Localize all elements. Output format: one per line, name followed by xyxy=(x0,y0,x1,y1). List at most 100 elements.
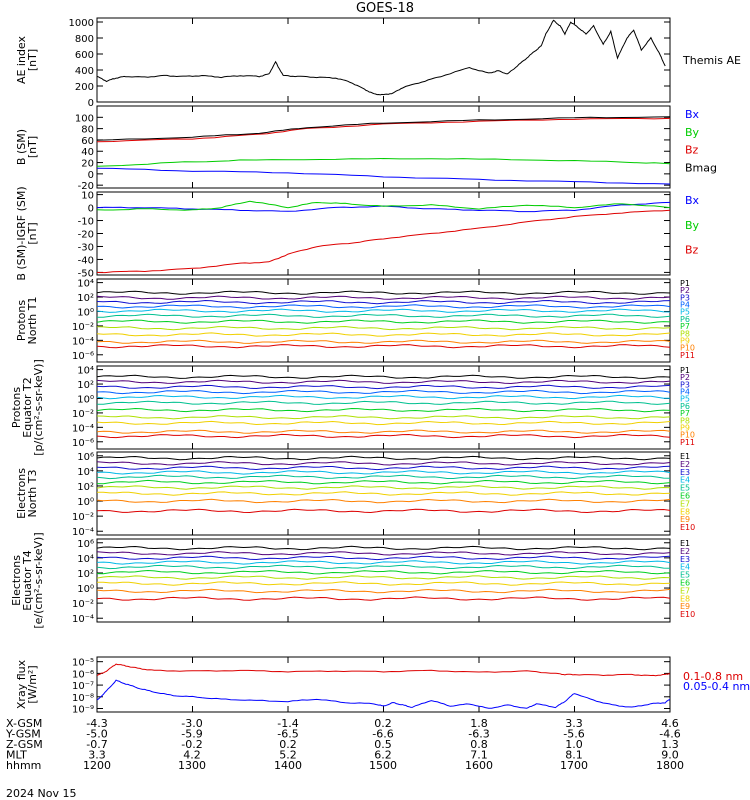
y-tick-label: 100 xyxy=(75,113,94,124)
legend-label: P9 xyxy=(680,423,690,432)
legend-label: Bx xyxy=(685,108,700,121)
series-line-p2 xyxy=(97,379,670,385)
series-line-e1 xyxy=(97,455,670,461)
y-tick-label: 80 xyxy=(81,125,94,136)
y-tick-label: 10⁻² xyxy=(72,512,94,523)
series-group xyxy=(97,19,666,96)
y-tick-label: 10⁰ xyxy=(77,394,94,405)
ephem-value: 1500 xyxy=(369,759,397,772)
legend-label: Bz xyxy=(685,244,699,257)
legend-label: Bx xyxy=(685,194,700,207)
ephem-value: 1700 xyxy=(560,759,588,772)
legend-label: P2 xyxy=(680,286,690,295)
series-group xyxy=(97,200,670,274)
ephem-row-label: Z-GSM xyxy=(6,738,43,751)
legend-label: E10 xyxy=(680,523,695,532)
y-tick-label: -50 xyxy=(78,268,94,279)
legend-label: E6 xyxy=(680,579,690,588)
legend-label: P7 xyxy=(680,409,690,418)
series-group xyxy=(97,374,670,439)
ephem-value: -0.7 xyxy=(86,738,107,751)
series-line-e4 xyxy=(97,560,670,565)
y-tick-label: 10⁻² xyxy=(72,599,94,610)
series-line-p3 xyxy=(97,299,670,305)
ephem-value: 4.6 xyxy=(661,717,679,730)
series-line-e1 xyxy=(97,545,670,551)
legend-label: E5 xyxy=(680,571,690,580)
ephem-value: 7.1 xyxy=(470,749,488,762)
y-tick-label: 20 xyxy=(81,159,94,170)
legend-label: P2 xyxy=(680,373,690,382)
y-tick-label: -10 xyxy=(78,217,94,228)
legend-label: E8 xyxy=(680,594,690,603)
legend-label: E1 xyxy=(680,452,690,461)
y-tick-label: 10⁰ xyxy=(77,497,94,508)
y-tick-label: 10⁻⁶ xyxy=(72,438,94,449)
legend-label: E7 xyxy=(680,499,690,508)
legend-label: P10 xyxy=(680,344,695,353)
y-tick-label: 10² xyxy=(77,293,94,304)
y-axis-label: B (SM)-IGRF (SM) xyxy=(15,186,28,280)
y-tick-label: 10⁻⁴ xyxy=(72,423,94,434)
y-tick-label: 10⁴ xyxy=(77,467,94,478)
ephem-value: -6.6 xyxy=(372,728,393,741)
ephem-value: 0.8 xyxy=(470,738,488,751)
series-line-p8 xyxy=(97,415,670,420)
series-line-p3 xyxy=(97,384,670,390)
y-tick-label: -30 xyxy=(78,242,94,253)
y-axis-label: B (SM) xyxy=(15,129,28,165)
legend-label: E4 xyxy=(680,476,690,485)
series-line-e10 xyxy=(97,596,670,601)
legend-label: E8 xyxy=(680,507,690,516)
ephem-value: -5.0 xyxy=(86,728,107,741)
ephem-value: -6.5 xyxy=(277,728,298,741)
y-axis-label: North T1 xyxy=(26,297,39,345)
series-line-p7 xyxy=(97,319,670,324)
panel-frame xyxy=(96,191,671,276)
panel-frame xyxy=(96,105,671,189)
legend-label: E7 xyxy=(680,586,690,595)
legend-label: E10 xyxy=(680,610,695,619)
y-tick-label: 10² xyxy=(77,569,94,580)
panel-frame xyxy=(96,656,671,713)
series-line-e5 xyxy=(97,564,670,570)
legend-label: E4 xyxy=(680,563,690,572)
legend-label: P7 xyxy=(680,322,690,331)
y-tick-label: 10⁶ xyxy=(77,452,94,463)
series-line-bz xyxy=(97,117,670,143)
legend-label: P3 xyxy=(680,380,690,389)
ephem-row-label: hhmm xyxy=(6,759,41,772)
ephem-value: 0.5 xyxy=(374,738,392,751)
series-line-e7 xyxy=(97,575,670,580)
series-line-e3 xyxy=(97,555,670,561)
y-axis-label: AE index xyxy=(15,35,28,84)
legend-label: P6 xyxy=(680,315,690,324)
y-tick-label: -20 xyxy=(78,181,94,192)
y-tick-label: 10² xyxy=(77,380,94,391)
series-line-p11 xyxy=(97,433,670,439)
legend-label: 0.1-0.8 nm xyxy=(683,670,743,683)
legend-label: E2 xyxy=(680,547,690,556)
series-line-p4 xyxy=(97,389,670,395)
ephem-row-label: MLT xyxy=(6,749,27,762)
series-line-p6 xyxy=(97,400,670,405)
series-line-p5 xyxy=(97,308,670,313)
series-line-bz xyxy=(97,209,670,274)
y-tick-label: 0 xyxy=(88,170,94,181)
series-line-e9 xyxy=(97,498,670,504)
legend-label: P1 xyxy=(680,366,690,375)
series-line-p2 xyxy=(97,295,670,300)
y-tick-label: 10⁴ xyxy=(77,366,94,377)
series-line-p11 xyxy=(97,344,670,349)
y-tick-label: 10⁰ xyxy=(77,307,94,318)
series-line-e5 xyxy=(97,474,670,480)
ephem-value: -5.9 xyxy=(181,728,202,741)
y-tick-label: 10 xyxy=(81,191,94,202)
ephem-value: -3.0 xyxy=(181,717,202,730)
series-line-p5 xyxy=(97,394,670,400)
legend-label: By xyxy=(685,219,700,232)
y-axis-label: [nT] xyxy=(26,222,39,244)
